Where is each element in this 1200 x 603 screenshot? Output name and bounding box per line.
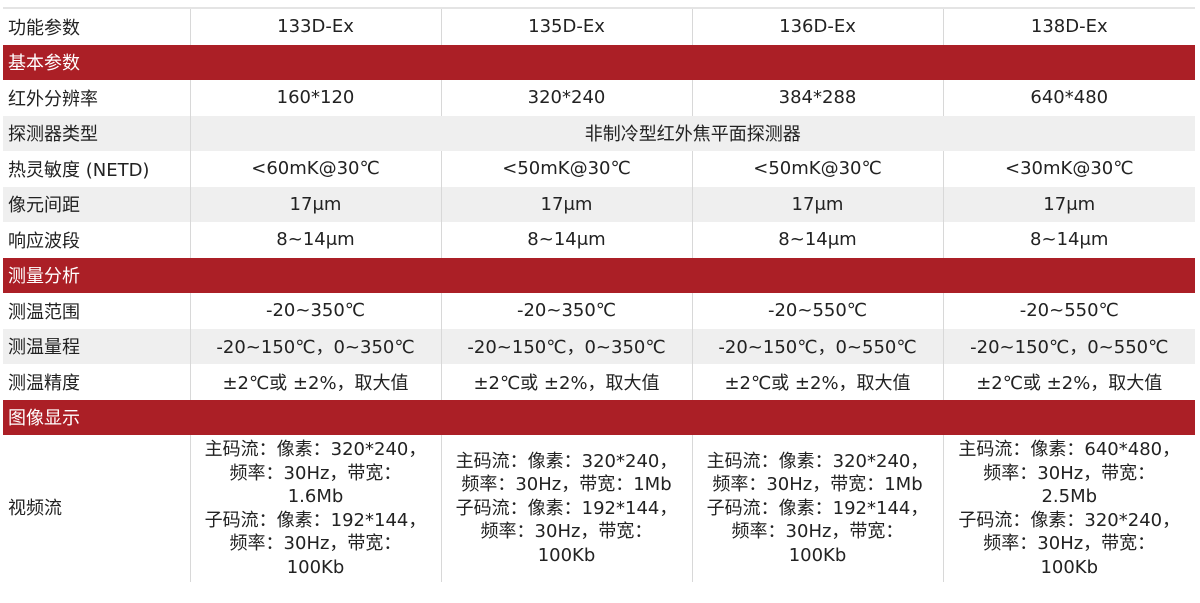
video-stream-line: 频率：30Hz，带宽：1Mb xyxy=(712,474,923,496)
table-row: 红外分辨率 160*120 320*240 384*288 640*480 xyxy=(3,80,1195,116)
video-stream-line: 100Kb xyxy=(286,556,345,578)
value-cell: 320*240 xyxy=(440,80,692,116)
table-row: 响应波段 8~14μm 8~14μm 8~14μm 8~14μm xyxy=(3,222,1195,258)
row-label: 红外分辨率 xyxy=(8,88,98,110)
table-row: 测温精度 ±2℃或 ±2%，取大值 ±2℃或 ±2%，取大值 ±2℃或 ±2%，取大值… xyxy=(3,364,1195,400)
section-header-row: 基本参数 xyxy=(3,44,1195,80)
section-header-row: 图像显示 xyxy=(3,399,1195,435)
value-cell: -20~150℃，0~550℃ xyxy=(942,328,1195,364)
section-header-row: 测量分析 xyxy=(3,257,1195,293)
value-cell: -20~550℃ xyxy=(942,293,1195,329)
value-cell: 8~14μm xyxy=(440,222,692,258)
video-stream-cell: 主码流：像素：640*480， 频率：30Hz，带宽： 2.5Mb 子码流：像素：32… xyxy=(942,435,1195,582)
video-stream-line: 子码流：像素：192*144， xyxy=(204,509,427,531)
value-cell: 17μm xyxy=(691,186,943,222)
video-stream-cell: 主码流：像素：320*240， 频率：30Hz，带宽：1Mb 子码流：像素：192*… xyxy=(440,435,692,582)
value-cell: <50mK@30℃ xyxy=(440,151,692,187)
model-header: 133D-Ex xyxy=(189,8,441,45)
video-stream-line: 2.5Mb xyxy=(1041,486,1098,507)
merged-value: 非制冷型红外焦平面探测器 xyxy=(189,115,1195,151)
video-stream-cell: 主码流：像素：320*240， 频率：30Hz，带宽： 1.6Mb 子码流：像素：19… xyxy=(189,435,441,582)
value-cell: 160*120 xyxy=(189,80,441,116)
video-stream-line: 主码流：像素：320*240， xyxy=(455,450,678,472)
video-stream-line: 子码流：像素：192*144， xyxy=(455,497,678,519)
video-stream-line: 频率：30Hz，带宽： xyxy=(731,521,904,543)
video-stream-line: 频率：30Hz，带宽：1Mb xyxy=(461,474,672,496)
video-stream-line: 主码流：像素：320*240， xyxy=(204,439,427,460)
value-cell: -20~350℃ xyxy=(440,293,692,329)
section-title: 测量分析 xyxy=(3,257,1195,293)
video-stream-line: 频率：30Hz，带宽： xyxy=(229,533,402,554)
video-stream-line: 频率：30Hz，带宽： xyxy=(480,521,653,543)
value-cell: ±2℃或 ±2%，取大值 xyxy=(942,364,1195,400)
header-label: 功能参数 xyxy=(8,17,80,39)
value-cell: <50mK@30℃ xyxy=(691,151,943,187)
video-stream-line: 主码流：像素：640*480， xyxy=(958,439,1181,460)
value-cell: 17μm xyxy=(440,186,692,222)
table-row: 像元间距 17μm 17μm 17μm 17μm xyxy=(3,186,1195,222)
value-cell: 17μm xyxy=(942,186,1195,222)
value-cell: 384*288 xyxy=(691,80,943,116)
video-stream-line: 频率：30Hz，带宽： xyxy=(983,462,1156,484)
row-label: 视频流 xyxy=(8,497,62,519)
row-label: 热灵敏度 (NETD) xyxy=(8,159,150,181)
video-stream-line: 100Kb xyxy=(788,544,847,566)
video-stream-line: 频率：30Hz，带宽： xyxy=(983,533,1156,554)
section-title: 图像显示 xyxy=(3,399,1195,435)
row-label: 响应波段 xyxy=(8,230,80,252)
value-cell: 640*480 xyxy=(942,80,1195,116)
table-row: 视频流 主码流：像素：320*240， 频率：30Hz，带宽： 1.6Mb 子码流：像素… xyxy=(3,435,1195,582)
value-cell: -20~550℃ xyxy=(691,293,943,329)
video-stream-cell: 主码流：像素：320*240， 频率：30Hz，带宽：1Mb 子码流：像素：192*… xyxy=(691,435,943,582)
value-cell: -20~150℃，0~350℃ xyxy=(189,328,441,364)
video-stream-line: 1.6Mb xyxy=(287,486,344,507)
spec-table: 功能参数 133D-Ex 135D-Ex 136D-Ex 138D-Ex 基本参… xyxy=(3,7,1195,582)
table-row: 测温量程 -20~150℃，0~350℃ -20~150℃，0~350℃ -20~15… xyxy=(3,328,1195,364)
value-cell: 8~14μm xyxy=(189,222,441,258)
header-row: 功能参数 133D-Ex 135D-Ex 136D-Ex 138D-Ex xyxy=(3,8,1195,45)
table-row: 热灵敏度 (NETD) <60mK@30℃ <50mK@30℃ <50mK@30℃ <3… xyxy=(3,151,1195,187)
row-label: 测温范围 xyxy=(8,301,80,323)
table-row: 探测器类型 非制冷型红外焦平面探测器 xyxy=(3,115,1195,151)
video-stream-line: 子码流：像素：320*240， xyxy=(958,509,1181,531)
video-stream-line: 频率：30Hz，带宽： xyxy=(229,462,402,484)
row-label: 测温量程 xyxy=(3,328,190,364)
row-label: 探测器类型 xyxy=(3,115,190,151)
model-header: 138D-Ex xyxy=(942,8,1195,45)
value-cell: 8~14μm xyxy=(691,222,943,258)
value-cell: ±2℃或 ±2%，取大值 xyxy=(440,364,692,400)
value-cell: ±2℃或 ±2%，取大值 xyxy=(691,364,943,400)
model-header: 136D-Ex xyxy=(691,8,943,45)
value-cell: 8~14μm xyxy=(942,222,1195,258)
video-stream-line: 子码流：像素：192*144， xyxy=(706,497,929,519)
value-cell: 17μm xyxy=(189,186,441,222)
section-title: 基本参数 xyxy=(3,44,1195,80)
video-stream-line: 100Kb xyxy=(537,544,596,566)
value-cell: -20~350℃ xyxy=(189,293,441,329)
model-header: 135D-Ex xyxy=(440,8,692,45)
video-stream-line: 100Kb xyxy=(1040,556,1099,578)
video-stream-line: 主码流：像素：320*240， xyxy=(706,450,929,472)
table-row: 测温范围 -20~350℃ -20~350℃ -20~550℃ -20~550℃ xyxy=(3,293,1195,329)
row-label: 像元间距 xyxy=(3,186,190,222)
value-cell: -20~150℃，0~550℃ xyxy=(691,328,943,364)
value-cell: ±2℃或 ±2%，取大值 xyxy=(189,364,441,400)
value-cell: <60mK@30℃ xyxy=(189,151,441,187)
row-label: 测温精度 xyxy=(8,372,80,394)
value-cell: -20~150℃，0~350℃ xyxy=(440,328,692,364)
value-cell: <30mK@30℃ xyxy=(942,151,1195,187)
